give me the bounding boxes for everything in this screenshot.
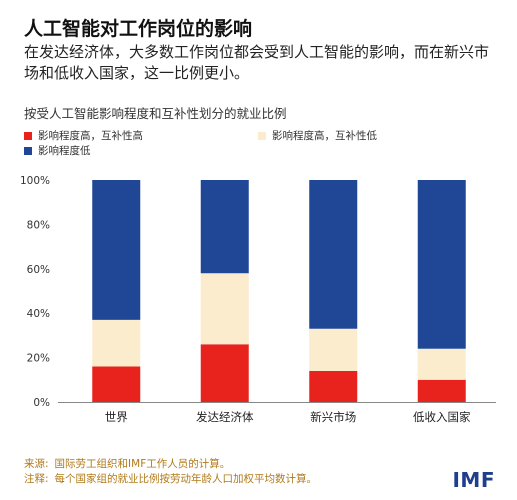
legend-label-low: 影响程度低 xyxy=(38,145,91,157)
y-tick-label: 60% xyxy=(27,264,50,276)
source-text: 国际劳工组织和IMF工作人员的计算。 xyxy=(54,458,231,470)
chart-title: 按受人工智能影响程度和互补性划分的就业比例 xyxy=(24,106,287,121)
x-tick-label: 世界 xyxy=(105,410,128,424)
note-text: 每个国家组的就业比例按劳动年龄人口加权平均数计算。 xyxy=(54,473,318,485)
legend-item-low: 影响程度低 xyxy=(24,143,91,158)
x-tick-label: 新兴市场 xyxy=(310,410,356,424)
bar-segment-1-2 xyxy=(200,180,249,274)
method-note: 注释: 每个国家组的就业比例按劳动年龄人口加权平均数计算。 xyxy=(24,471,317,486)
bar-segment-1-0 xyxy=(200,344,249,402)
bar-segment-2-1 xyxy=(309,328,358,371)
legend-swatch-low xyxy=(24,146,32,155)
legend-item-high-low: 影响程度高，互补性低 xyxy=(258,128,377,143)
legend-item-high-high: 影响程度高，互补性高 xyxy=(24,128,143,143)
source-note: 来源: 国际劳工组织和IMF工作人员的计算。 xyxy=(24,456,230,471)
legend-swatch-high-low xyxy=(258,131,266,140)
bar-segment-3-0 xyxy=(417,379,466,402)
bar-segment-0-1 xyxy=(92,319,141,367)
bar-segment-3-2 xyxy=(417,180,466,349)
imf-logo: IMF xyxy=(452,468,495,492)
source-label: 来源: xyxy=(24,458,49,470)
bar-segment-3-1 xyxy=(417,348,466,380)
note-label: 注释: xyxy=(24,473,49,485)
y-tick-label: 100% xyxy=(20,175,50,187)
y-tick-label: 40% xyxy=(27,308,50,320)
legend-label-high-low: 影响程度高，互补性低 xyxy=(272,130,377,142)
bar-segment-0-0 xyxy=(92,366,141,402)
legend-label-high-high: 影响程度高，互补性高 xyxy=(38,130,143,142)
y-tick-label: 20% xyxy=(27,353,50,365)
bar-segment-1-1 xyxy=(200,273,249,345)
bar-segment-2-2 xyxy=(309,180,358,329)
legend-swatch-high-high xyxy=(24,131,32,140)
y-tick-label: 80% xyxy=(27,219,50,231)
page-subtitle: 在发达经济体，大多数工作岗位都会受到人工智能的影响，而在新兴市场和低收入国家，这… xyxy=(24,43,490,82)
bar-segment-2-0 xyxy=(309,370,358,402)
x-tick-label: 发达经济体 xyxy=(196,410,254,424)
y-tick-label: 0% xyxy=(33,397,50,409)
bar-segment-0-2 xyxy=(92,180,141,320)
x-tick-label: 低收入国家 xyxy=(413,410,471,424)
page-title: 人工智能对工作岗位的影响 xyxy=(24,18,253,40)
